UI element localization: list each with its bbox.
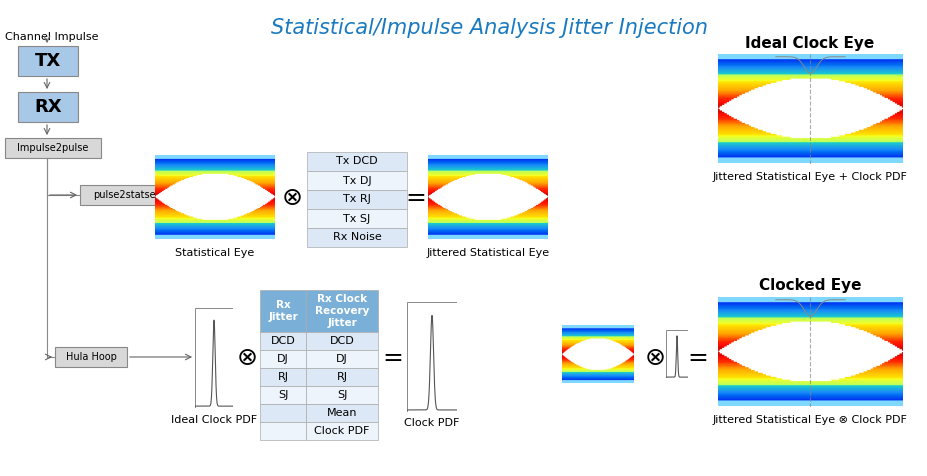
Text: DJ: DJ [277, 354, 288, 364]
Text: RJ: RJ [337, 372, 347, 382]
Text: Statistical Eye: Statistical Eye [175, 248, 254, 258]
Text: =: = [382, 346, 403, 370]
Text: Tx RJ: Tx RJ [343, 195, 371, 205]
Text: TX: TX [35, 52, 61, 70]
FancyBboxPatch shape [306, 350, 377, 368]
FancyBboxPatch shape [260, 404, 306, 422]
Text: Mean: Mean [326, 408, 357, 418]
Text: RJ: RJ [277, 372, 288, 382]
FancyBboxPatch shape [260, 386, 306, 404]
FancyBboxPatch shape [260, 350, 306, 368]
Text: DCD: DCD [329, 336, 354, 346]
Text: RX: RX [34, 98, 62, 116]
FancyBboxPatch shape [306, 368, 377, 386]
Text: Jittered Statistical Eye + Clock PDF: Jittered Statistical Eye + Clock PDF [712, 172, 907, 182]
Text: DJ: DJ [336, 354, 348, 364]
Text: ⊗: ⊗ [236, 346, 257, 370]
Text: DCD: DCD [271, 336, 295, 346]
Text: ⊗: ⊗ [644, 346, 665, 370]
Text: Ideal Clock PDF: Ideal Clock PDF [171, 415, 257, 425]
FancyBboxPatch shape [306, 386, 377, 404]
FancyBboxPatch shape [18, 46, 78, 76]
FancyBboxPatch shape [5, 138, 101, 158]
FancyBboxPatch shape [307, 209, 407, 228]
Text: Statistical/Impulse Analysis Jitter Injection: Statistical/Impulse Analysis Jitter Inje… [272, 18, 707, 38]
FancyBboxPatch shape [306, 422, 377, 440]
FancyBboxPatch shape [307, 228, 407, 247]
FancyBboxPatch shape [260, 368, 306, 386]
Text: Rx Noise: Rx Noise [332, 232, 381, 242]
Text: Hula Hoop: Hula Hoop [66, 352, 116, 362]
Text: Jittered Statistical Eye ⊗ Clock PDF: Jittered Statistical Eye ⊗ Clock PDF [712, 415, 907, 425]
Text: ⊗: ⊗ [281, 186, 302, 210]
FancyBboxPatch shape [306, 404, 377, 422]
FancyBboxPatch shape [55, 347, 127, 367]
FancyBboxPatch shape [80, 185, 180, 205]
Text: Ideal Clock Eye: Ideal Clock Eye [744, 36, 873, 51]
Text: Tx SJ: Tx SJ [343, 214, 370, 224]
Text: =: = [405, 186, 426, 210]
FancyBboxPatch shape [307, 171, 407, 190]
Text: Tx DJ: Tx DJ [342, 176, 371, 186]
FancyBboxPatch shape [18, 92, 78, 122]
Text: Clock PDF: Clock PDF [404, 418, 459, 428]
Text: Clock PDF: Clock PDF [314, 426, 369, 436]
Text: pulse2statseye: pulse2statseye [93, 190, 167, 200]
FancyBboxPatch shape [306, 332, 377, 350]
FancyBboxPatch shape [307, 190, 407, 209]
Text: Impulse2pulse: Impulse2pulse [18, 143, 89, 153]
Text: SJ: SJ [277, 390, 288, 400]
Text: Jittered Statistical Eye: Jittered Statistical Eye [426, 248, 549, 258]
Text: SJ: SJ [337, 390, 347, 400]
Text: Clocked Eye: Clocked Eye [758, 278, 860, 293]
Text: Rx
Jitter: Rx Jitter [268, 300, 298, 322]
Text: Rx Clock
Recovery
Jitter: Rx Clock Recovery Jitter [314, 294, 369, 327]
Text: =: = [687, 346, 707, 370]
FancyBboxPatch shape [260, 332, 306, 350]
FancyBboxPatch shape [260, 290, 306, 332]
FancyBboxPatch shape [306, 290, 377, 332]
FancyBboxPatch shape [260, 422, 306, 440]
Text: Channel Impulse: Channel Impulse [5, 32, 98, 42]
Text: Tx DCD: Tx DCD [336, 157, 377, 167]
FancyBboxPatch shape [307, 152, 407, 171]
